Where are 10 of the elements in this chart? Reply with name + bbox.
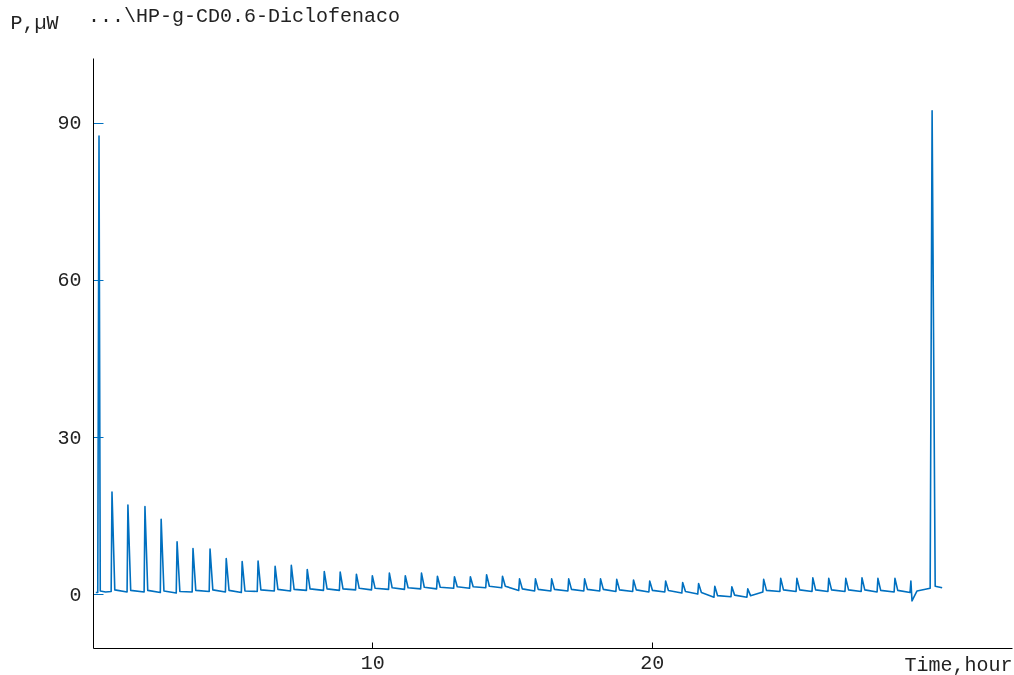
y-tick-label: 30	[57, 426, 82, 450]
line-series	[94, 110, 943, 602]
x-axis-title: Time,hour	[904, 653, 1013, 675]
y-axis-title: P,µW	[10, 11, 59, 35]
y-tick-label: 0	[69, 583, 82, 607]
y-tick-label: 90	[57, 112, 82, 136]
x-tick-label: 10	[360, 651, 385, 675]
chart-title: ...\HP-g-CD0.6-Diclofenaco	[88, 5, 401, 28]
x-tick-label: 20	[640, 651, 665, 675]
y-tick-label: 60	[57, 269, 82, 293]
